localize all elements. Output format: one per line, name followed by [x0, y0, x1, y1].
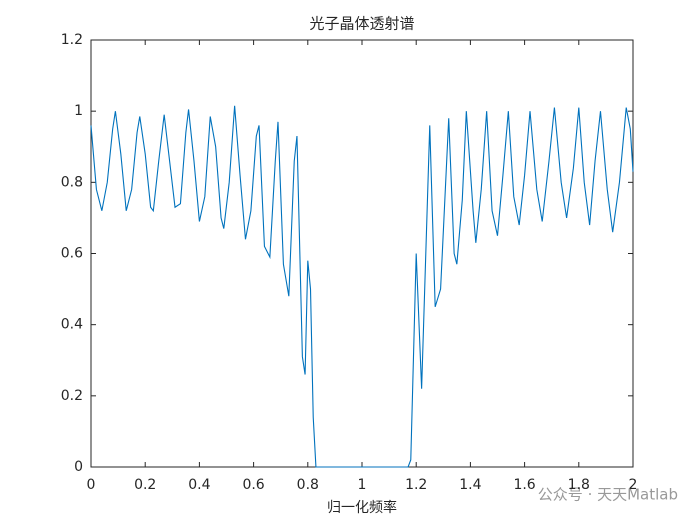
x-tick-label: 0.4 [188, 477, 210, 493]
y-tick-label: 1.2 [61, 32, 83, 48]
x-tick-label: 2 [629, 477, 638, 493]
y-tick-label: 0.4 [61, 317, 83, 333]
chart-title: 光子晶体透射谱 [309, 15, 414, 33]
y-tick-label: 1 [74, 103, 83, 119]
x-tick-label: 1 [358, 477, 367, 493]
x-tick-label: 1.4 [459, 477, 481, 493]
y-tick-label: 0.8 [61, 174, 83, 190]
x-tick-label: 0.6 [242, 477, 264, 493]
y-tick-label: 0.2 [61, 388, 83, 404]
x-tick-label: 0.8 [297, 477, 319, 493]
data-line [90, 105, 634, 468]
x-tick-label: 0 [87, 477, 96, 493]
x-axis-label: 归一化频率 [327, 499, 397, 516]
x-tick-label: 1.6 [513, 477, 535, 493]
x-tick-label: 1.2 [405, 477, 427, 493]
y-tick-label: 0.6 [61, 246, 83, 262]
y-tick-label: 0 [74, 459, 83, 475]
x-tick-label: 1.8 [568, 477, 590, 493]
watermark: 公众号 · 天天Matlab [538, 486, 678, 504]
x-tick-label: 0.2 [134, 477, 156, 493]
